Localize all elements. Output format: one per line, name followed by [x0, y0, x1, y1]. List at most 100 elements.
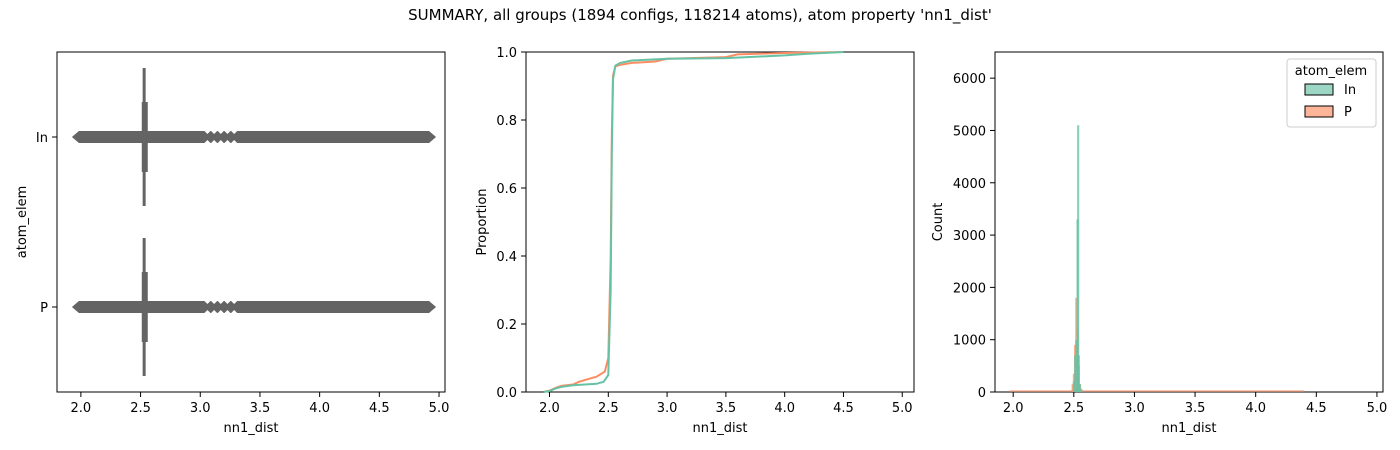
boxplot-x-tick-label: 3.5 — [250, 401, 271, 416]
histogram-bar-in — [1078, 384, 1082, 392]
legend-label-in: In — [1344, 83, 1356, 98]
ecdf-frame — [525, 51, 915, 393]
ecdf-y-ticks: 0.0 0.2 0.4 0.6 0.8 1.0 — [496, 46, 526, 401]
flier-band-in — [71, 131, 437, 143]
ecdf-line-p — [543, 51, 844, 393]
histogram-bars — [1009, 125, 1305, 392]
histogram-bar-in — [1074, 355, 1077, 392]
legend-swatch-p — [1304, 105, 1334, 118]
flier-gap — [204, 310, 211, 313]
ecdf-x-tick-label: 3.5 — [716, 401, 737, 416]
histogram-y-tick-label: 2000 — [953, 281, 986, 296]
legend-title: atom_elem — [1295, 64, 1367, 79]
histogram-bar-in — [1075, 339, 1078, 392]
flier-gap — [204, 131, 211, 134]
histogram-baseline-noise — [1009, 390, 1305, 392]
histogram-x-tick-label: 4.5 — [1306, 401, 1327, 416]
flier-gap — [204, 140, 211, 143]
flier-gap — [217, 131, 224, 134]
flier-gap — [217, 310, 224, 313]
histogram-bar-p — [1071, 384, 1074, 392]
flier-gap — [231, 140, 238, 143]
ecdf-x-tick-label: 4.5 — [833, 401, 854, 416]
histogram-x-tick-label: 2.0 — [1003, 401, 1024, 416]
ecdf-y-tick-label: 0.2 — [496, 318, 517, 333]
histogram-y-tick-label: 3000 — [953, 229, 986, 244]
histogram-bar-in — [1080, 389, 1083, 392]
histogram-y-tick-label: 5000 — [953, 124, 986, 139]
histogram-y-tick-label: 0 — [978, 386, 986, 401]
histogram-bar-in — [1072, 381, 1076, 392]
ecdf-lines — [543, 51, 844, 393]
flier-gap — [224, 301, 231, 304]
boxplot-x-tick-label: 3.0 — [190, 401, 211, 416]
histogram-panel: 2.0 2.5 3.0 3.5 4.0 4.5 5.0 0 1000 2000 3000 4000 5… — [931, 51, 1387, 436]
boxplot-y-ticks: In P — [36, 131, 57, 316]
boxplot-frame — [56, 51, 446, 393]
histogram-x-tick-label: 5.0 — [1367, 401, 1388, 416]
flier-gap — [211, 310, 218, 313]
histogram-ylabel: Count — [931, 203, 946, 242]
histogram-x-tick-label: 4.0 — [1245, 401, 1266, 416]
flier-gap — [231, 131, 238, 134]
boxplot-x-ticks: 2.0 2.5 3.0 3.5 4.0 4.5 5.0 — [71, 392, 450, 416]
flier-gap — [231, 301, 238, 304]
ecdf-ylabel: Proportion — [475, 188, 490, 255]
ecdf-y-tick-label: 0.8 — [496, 114, 517, 129]
box-body-in — [141, 102, 148, 172]
boxplot-x-tick-label: 4.0 — [309, 401, 330, 416]
histogram-x-tick-label: 3.0 — [1124, 401, 1145, 416]
boxplot-x-tick-label: 4.5 — [369, 401, 390, 416]
ecdf-xlabel: nn1_dist — [693, 421, 748, 436]
boxplot-category-label: In — [36, 131, 48, 146]
boxplot-category-label: P — [40, 301, 48, 316]
histogram-y-ticks: 0 1000 2000 3000 4000 5000 6000 — [953, 72, 995, 401]
boxplot-x-tick-label: 2.0 — [71, 401, 92, 416]
flier-gap — [211, 140, 218, 143]
ecdf-y-tick-label: 0.6 — [496, 182, 517, 197]
histogram-x-ticks: 2.0 2.5 3.0 3.5 4.0 4.5 5.0 — [1003, 392, 1387, 416]
histogram-legend: atom_elem In P — [1286, 58, 1377, 128]
boxplot-ylabel: atom_elem — [15, 186, 30, 258]
histogram-bar-in — [1077, 125, 1080, 392]
figure-title: SUMMARY, all groups (1894 configs, 11821… — [408, 6, 992, 24]
ecdf-x-tick-label: 5.0 — [892, 401, 913, 416]
box-body-p — [141, 272, 148, 342]
histogram-xlabel: nn1_dist — [1162, 421, 1217, 436]
histogram-y-tick-label: 6000 — [953, 72, 986, 87]
flier-gap — [211, 131, 218, 134]
ecdf-x-tick-label: 3.0 — [657, 401, 678, 416]
flier-gap — [217, 140, 224, 143]
ecdf-x-tick-label: 4.0 — [774, 401, 795, 416]
histogram-x-tick-label: 3.5 — [1185, 401, 1206, 416]
flier-gap — [217, 301, 224, 304]
ecdf-x-tick-label: 2.5 — [598, 401, 619, 416]
ecdf-y-tick-label: 0.4 — [496, 250, 517, 265]
ecdf-y-tick-label: 1.0 — [496, 46, 517, 61]
boxplot-boxes — [141, 68, 148, 376]
ecdf-x-ticks: 2.0 2.5 3.0 3.5 4.0 4.5 5.0 — [539, 392, 913, 416]
legend-label-p: P — [1344, 105, 1352, 120]
legend-swatch-in — [1304, 83, 1334, 96]
flier-gap — [231, 310, 238, 313]
ecdf-y-tick-label: 0.0 — [496, 386, 517, 401]
flier-band-p — [71, 301, 437, 313]
ecdf-line-in — [543, 51, 844, 393]
ecdf-panel: 2.0 2.5 3.0 3.5 4.0 4.5 5.0 0.0 0.2 0.4 0.6 0.8 1.0… — [475, 46, 915, 436]
flier-gap — [211, 301, 218, 304]
flier-gap — [224, 140, 231, 143]
flier-gap — [224, 131, 231, 134]
histogram-bar-in — [1077, 355, 1080, 392]
histogram-x-tick-label: 2.5 — [1063, 401, 1084, 416]
ecdf-x-tick-label: 2.0 — [539, 401, 560, 416]
boxplot-fliers — [71, 131, 437, 313]
boxplot-x-tick-label: 5.0 — [429, 401, 450, 416]
flier-gap — [224, 310, 231, 313]
histogram-y-tick-label: 4000 — [953, 177, 986, 192]
boxplot-panel: 2.0 2.5 3.0 3.5 4.0 4.5 5.0 In P nn1_dist atom_… — [15, 51, 450, 436]
boxplot-xlabel: nn1_dist — [224, 421, 279, 436]
flier-gap — [204, 301, 211, 304]
boxplot-x-tick-label: 2.5 — [130, 401, 151, 416]
